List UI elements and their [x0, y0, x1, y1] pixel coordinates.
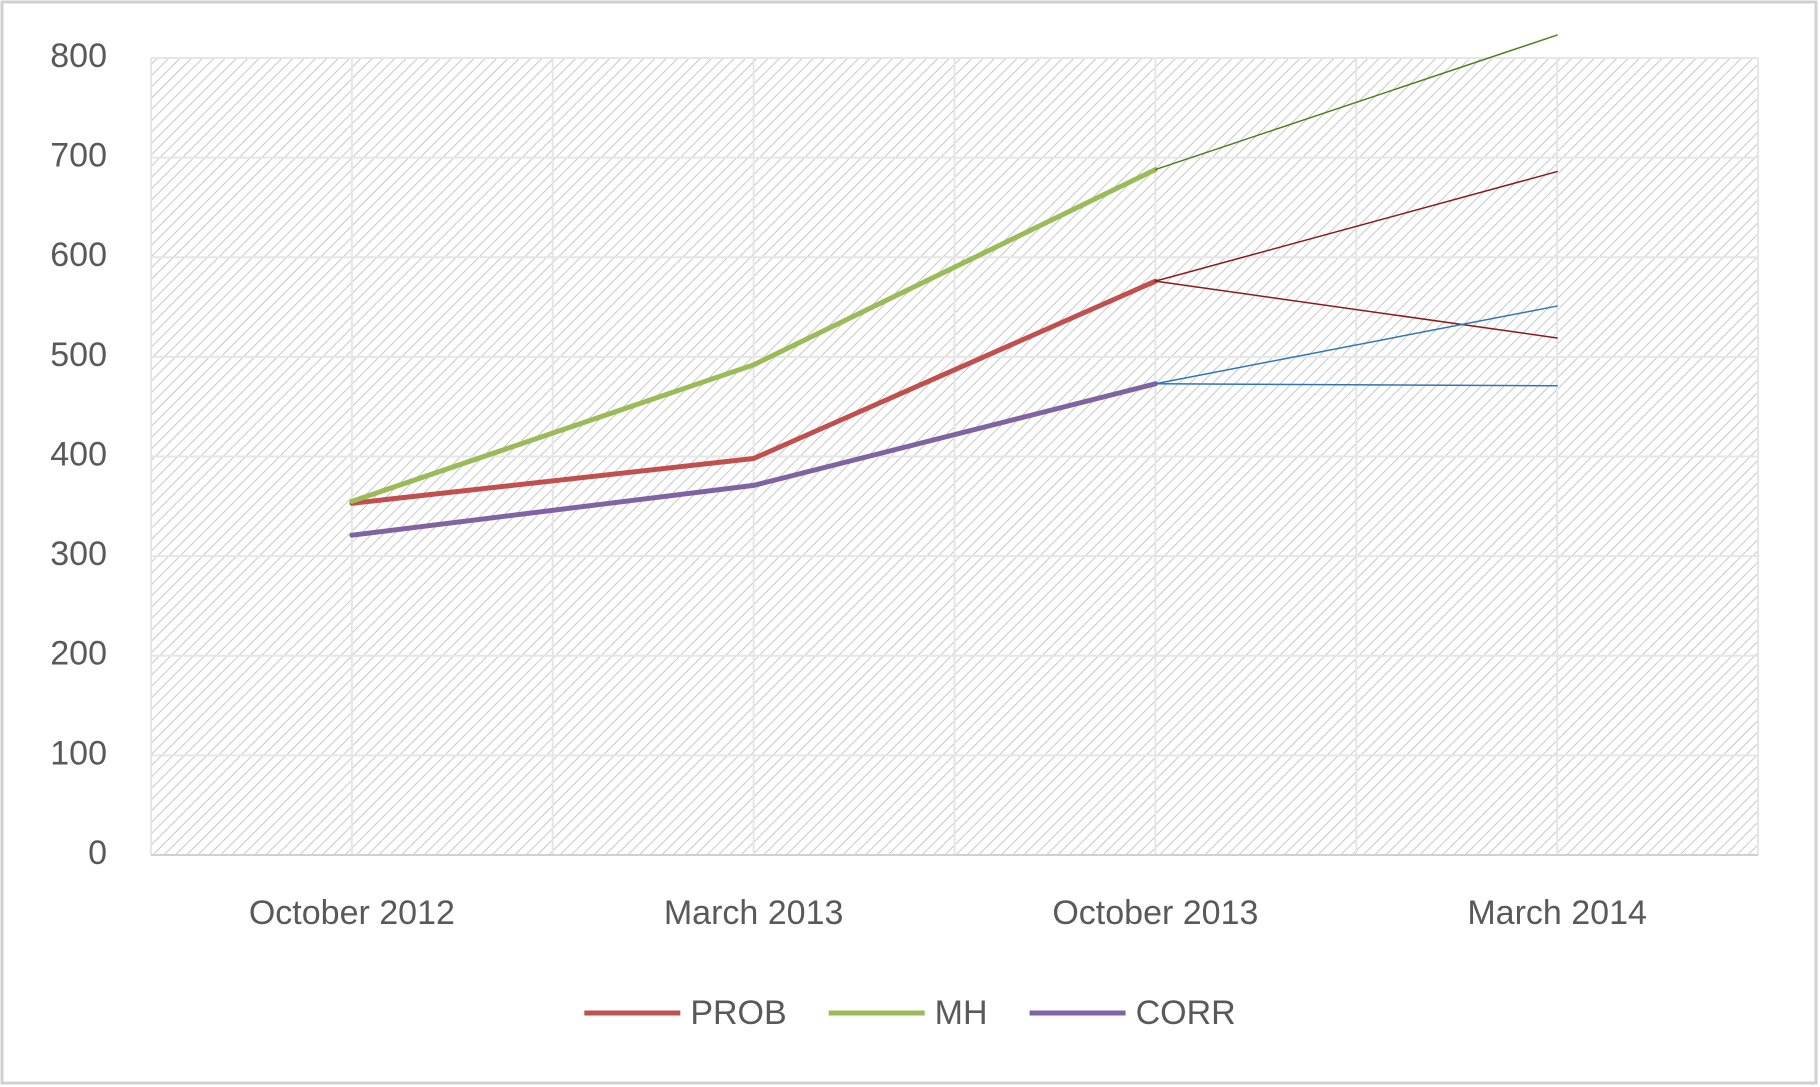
legend-label: MH — [935, 994, 988, 1032]
series-line — [349, 167, 1158, 504]
y-tick-label: 700 — [50, 137, 107, 175]
y-tick-label: 500 — [50, 336, 107, 374]
series-line — [349, 278, 1158, 506]
x-tick-label: March 2014 — [1467, 894, 1647, 932]
legend-label: CORR — [1136, 994, 1236, 1032]
x-tick-label: March 2013 — [664, 894, 844, 932]
y-tick-label: 800 — [50, 37, 107, 75]
series-line — [1154, 34, 1558, 171]
series-line — [1154, 305, 1558, 385]
series-line — [1154, 280, 1558, 339]
y-tick-label: 600 — [50, 236, 107, 274]
series-line — [349, 381, 1158, 538]
y-tick-label: 400 — [50, 435, 107, 473]
series-line — [1154, 170, 1558, 282]
y-tick-label: 200 — [50, 635, 107, 673]
x-tick-label: October 2012 — [249, 894, 455, 932]
y-tick-label: 0 — [88, 834, 107, 872]
series-line — [1154, 383, 1558, 387]
legend-label: PROB — [690, 994, 786, 1032]
y-tick-label: 100 — [50, 734, 107, 772]
x-tick-label: October 2013 — [1052, 894, 1258, 932]
y-tick-label: 300 — [50, 535, 107, 573]
